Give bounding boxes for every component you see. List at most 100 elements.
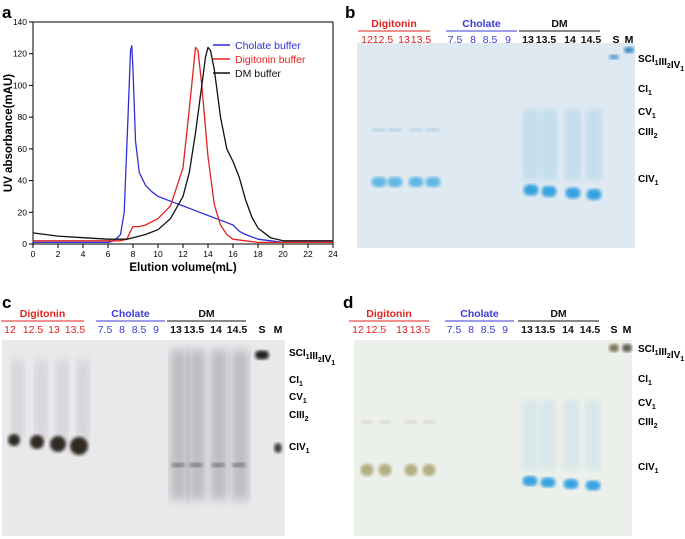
lane-label: 9 (505, 34, 511, 46)
x-tick-label: 2 (56, 249, 61, 259)
complex-label: SCI1III2IV1 (638, 54, 684, 73)
civ-band (425, 177, 441, 187)
lane-label: 14 (210, 324, 222, 336)
lane-label: 13 (48, 324, 60, 336)
complex-label: CIV1 (638, 174, 659, 187)
civ-band (50, 436, 66, 452)
lane-label: 7.5 (448, 34, 463, 46)
x-axis-label: Elution volume(mL) (129, 262, 237, 274)
lane-label: 13.5 (411, 34, 432, 46)
y-tick-label: 120 (13, 49, 27, 59)
civ-band (541, 186, 557, 197)
civ-band (70, 437, 88, 455)
gel-smear (540, 400, 556, 470)
lane-label: 13 (398, 34, 410, 46)
elution-chart: 0 2 4 6 8 10 12 14 16 18 20 22 24020406080100120140E… (3, 17, 338, 274)
lane-group-label: DM (198, 308, 215, 320)
lane-group-label: Cholate (462, 18, 501, 30)
marker-band (624, 47, 634, 53)
marker-band (622, 344, 632, 352)
x-tick-label: 24 (328, 249, 338, 259)
y-tick-label: 20 (18, 207, 28, 217)
lane-label: M (623, 324, 632, 336)
lane-label: 14.5 (580, 324, 601, 336)
gel-smear (586, 110, 602, 180)
complex-label: SCI1III2IV1 (638, 344, 684, 363)
lane-label: 14.5 (227, 324, 248, 336)
lane-label: 13.5 (184, 324, 205, 336)
panel-letter-c: c (2, 293, 11, 312)
lane-label: 8.5 (483, 34, 498, 46)
civ-band (585, 480, 601, 491)
lane-label: 8.5 (132, 324, 147, 336)
civ-band (232, 462, 246, 468)
panel-letter-a: a (2, 3, 12, 22)
lane-label: 12.5 (366, 324, 387, 336)
x-tick-label: 22 (303, 249, 313, 259)
lane-label: 8 (470, 34, 476, 46)
lane-label: 13 (521, 324, 533, 336)
gel-smear (56, 360, 68, 440)
lane-label: 13.5 (536, 34, 557, 46)
ciii-band (361, 420, 373, 424)
y-tick-label: 40 (18, 176, 28, 186)
lane-label: 13.5 (535, 324, 556, 336)
civ-band (378, 464, 392, 476)
x-tick-label: 8 (131, 249, 136, 259)
ciii-band (388, 128, 402, 132)
ciii-band (423, 420, 435, 424)
civ-band (387, 177, 403, 187)
x-tick-label: 4 (81, 249, 86, 259)
complex-label: CI1 (289, 375, 303, 388)
ciii-band (372, 128, 386, 132)
lane-label: 7.5 (98, 324, 113, 336)
lane-label: 12 (4, 324, 16, 336)
y-tick-label: 60 (18, 144, 28, 154)
lane-label: 8 (468, 324, 474, 336)
complex-label: CIII2 (638, 127, 658, 140)
x-tick-label: 20 (278, 249, 288, 259)
gel-smear (563, 400, 579, 470)
panel-a: a 0 2 4 6 8 10 12 14 16 18 20 22 2402040608010012014… (2, 3, 338, 274)
lane-group-label: Cholate (111, 308, 150, 320)
civ-band (8, 434, 20, 446)
lane-label: 14 (562, 324, 574, 336)
lane-label: 9 (502, 324, 508, 336)
x-tick-label: 10 (153, 249, 163, 259)
gel-smear (585, 400, 601, 470)
y-tick-label: 80 (18, 112, 28, 122)
gel-smear (12, 360, 24, 440)
ciii-band (405, 420, 417, 424)
lane-label: 13.5 (65, 324, 86, 336)
gel-smear (523, 110, 539, 180)
lane-label: 13.5 (410, 324, 431, 336)
lane-label: 12 (361, 34, 373, 46)
civ-band (586, 189, 602, 200)
legend-label: Cholate buffer (235, 40, 301, 52)
lane-label: M (274, 324, 283, 336)
lane-label: 13 (170, 324, 182, 336)
complex-label: CIII2 (638, 417, 658, 430)
ciii-band (409, 128, 423, 132)
lane-label: 7.5 (447, 324, 462, 336)
lane-label: 9 (153, 324, 159, 336)
gel-smear (541, 110, 557, 180)
lane-label: 12.5 (373, 34, 394, 46)
legend-label: Digitonin buffer (235, 54, 306, 66)
ciii-band (426, 128, 440, 132)
gel-smear (188, 350, 206, 500)
series-line (32, 46, 333, 242)
lane-group-label: Digitonin (366, 308, 412, 320)
civ-band (523, 184, 539, 196)
lane-label: S (258, 324, 265, 336)
x-tick-label: 12 (178, 249, 188, 259)
y-axis-label: UV absorbance(mAU) (3, 74, 15, 192)
marker-band (274, 443, 282, 453)
complex-label: CV1 (638, 398, 656, 411)
lane-label: M (625, 34, 634, 46)
